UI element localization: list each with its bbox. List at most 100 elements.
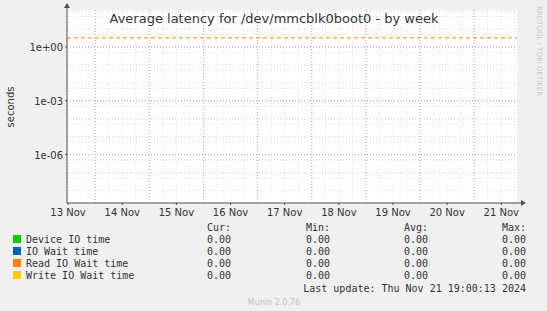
minor-grid-line xyxy=(67,142,517,143)
legend-label: IO Wait time xyxy=(26,246,98,257)
stat-value: 0.00 xyxy=(404,258,428,269)
side-text: RRDTOOL / TOBI OETIKER xyxy=(535,6,543,96)
minor-grid-line xyxy=(271,10,272,203)
grid xyxy=(67,10,517,203)
background xyxy=(0,0,547,311)
minor-grid-line xyxy=(67,82,517,83)
minor-grid-line xyxy=(67,47,517,48)
minor-grid-line xyxy=(67,101,517,102)
x-tick-label: 14 Nov xyxy=(105,207,141,218)
x-axis xyxy=(67,203,523,204)
minor-grid-line xyxy=(67,83,517,84)
x-tick-label: 20 Nov xyxy=(429,207,465,218)
minor-grid-line xyxy=(352,10,353,203)
y-tick-label: 1e-03 xyxy=(34,96,63,107)
y-tick-label: 1e-06 xyxy=(34,150,63,161)
x-tick xyxy=(447,203,448,205)
minor-grid-line xyxy=(257,10,258,203)
stat-value: 0.00 xyxy=(306,246,330,257)
minor-grid-line xyxy=(67,118,517,119)
minor-grid-line xyxy=(68,10,69,203)
major-grid-line xyxy=(420,10,421,203)
minor-grid-line xyxy=(501,10,502,203)
minor-grid-line xyxy=(67,119,517,120)
minor-grid-line xyxy=(67,155,517,156)
stat-value: 0.00 xyxy=(502,258,526,269)
minor-grid-line xyxy=(67,106,517,107)
minor-grid-line xyxy=(176,10,177,203)
y-axis-label: seconds xyxy=(5,87,16,128)
minor-grid-line xyxy=(95,10,96,203)
minor-grid-line xyxy=(67,136,517,137)
stat-value: 0.00 xyxy=(404,270,428,281)
minor-grid-line xyxy=(67,100,517,101)
stat-value: 0.00 xyxy=(306,258,330,269)
stat-value: 0.00 xyxy=(207,246,231,257)
minor-grid-line xyxy=(217,10,218,203)
stat-value: 0.00 xyxy=(207,270,231,281)
x-tick-label: 17 Nov xyxy=(267,207,303,218)
x-tick xyxy=(284,203,285,205)
minor-grid-line xyxy=(81,10,82,203)
minor-grid-line xyxy=(67,46,517,47)
minor-grid-line xyxy=(67,64,517,65)
minor-grid-line xyxy=(162,10,163,203)
x-tick xyxy=(230,203,231,205)
stat-value: 0.00 xyxy=(502,270,526,281)
plot-area xyxy=(67,10,517,203)
minor-grid-line xyxy=(298,10,299,203)
minor-grid-line xyxy=(67,88,517,89)
minor-grid-line xyxy=(67,34,517,35)
stat-value: 0.00 xyxy=(404,246,428,257)
major-grid-line xyxy=(67,154,517,155)
minor-grid-line xyxy=(67,154,517,155)
minor-grid-line xyxy=(67,173,517,174)
major-grid-line xyxy=(365,10,366,203)
legend-swatch xyxy=(13,235,21,243)
stat-value: 0.00 xyxy=(502,246,526,257)
chart: 13 Nov14 Nov15 Nov16 Nov17 Nov18 Nov19 N… xyxy=(0,0,547,311)
footer: Munin 2.0.76 xyxy=(248,298,300,307)
x-tick xyxy=(501,203,502,205)
minor-grid-line xyxy=(149,10,150,203)
minor-grid-line xyxy=(338,10,339,203)
minor-grid-line xyxy=(108,10,109,203)
legend-label: Write IO Wait time xyxy=(26,270,134,281)
stat-value: 0.00 xyxy=(502,234,526,245)
x-tick xyxy=(68,203,69,205)
minor-grid-line xyxy=(474,10,475,203)
legend-swatch xyxy=(13,271,21,279)
minor-grid-line xyxy=(420,10,421,203)
x-tick xyxy=(392,203,393,205)
stat-value: 0.00 xyxy=(306,270,330,281)
x-tick xyxy=(338,203,339,205)
legend-swatch xyxy=(13,247,21,255)
minor-grid-line xyxy=(203,10,204,203)
minor-grid-line xyxy=(379,10,380,203)
minor-grid-line xyxy=(244,10,245,203)
y-axis-arrow xyxy=(64,3,70,8)
y-axis xyxy=(67,6,68,203)
legend-swatch xyxy=(13,259,21,267)
stat-column-header: Cur: xyxy=(207,222,231,233)
minor-grid-line xyxy=(230,10,231,203)
minor-grid-line xyxy=(67,190,517,191)
y-tick xyxy=(65,100,67,101)
minor-grid-line xyxy=(67,177,517,178)
minor-grid-line xyxy=(67,159,517,160)
minor-grid-line xyxy=(406,10,407,203)
legend-label: Read IO Wait time xyxy=(26,258,128,269)
x-tick-label: 21 Nov xyxy=(484,207,520,218)
legend-label: Device IO time xyxy=(26,234,110,245)
minor-grid-line xyxy=(514,10,515,203)
minor-grid-line xyxy=(67,29,517,30)
y-tick xyxy=(65,46,67,47)
major-grid-line xyxy=(67,46,517,47)
stat-column-header: Avg: xyxy=(404,222,428,233)
minor-grid-line xyxy=(67,65,517,66)
stat-value: 0.00 xyxy=(207,234,231,245)
stat-column-header: Min: xyxy=(306,222,330,233)
stat-value: 0.00 xyxy=(404,234,428,245)
title: Average latency for /dev/mmcblk0boot0 - … xyxy=(110,11,439,26)
minor-grid-line xyxy=(67,137,517,138)
